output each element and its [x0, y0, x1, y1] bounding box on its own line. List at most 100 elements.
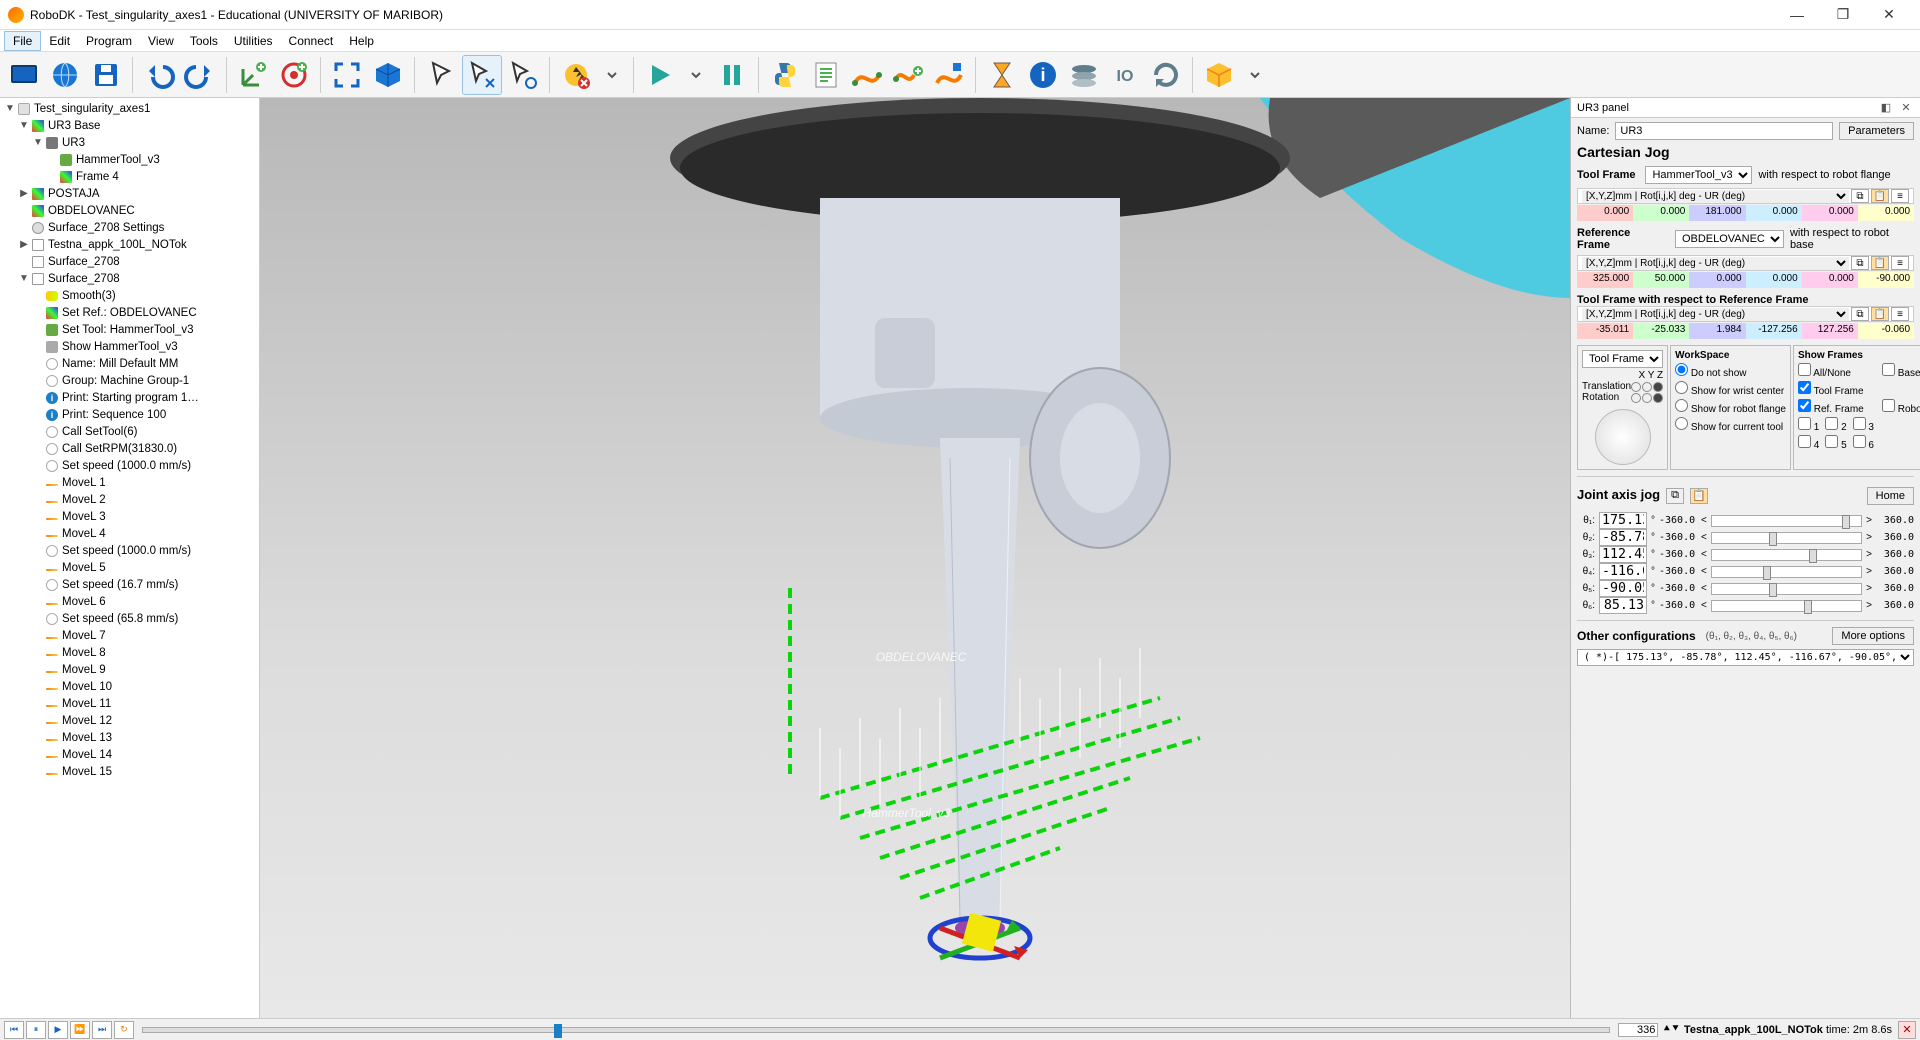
tree-item[interactable]: Smooth(3) [4, 287, 257, 304]
tree-item[interactable]: MoveL 14 [4, 746, 257, 763]
tree-item[interactable]: Frame 4 [4, 168, 257, 185]
joint-row[interactable]: θ₅:°-360.0<>360.0 [1577, 580, 1914, 597]
rotation-radios[interactable] [1631, 393, 1663, 403]
script-icon[interactable] [806, 55, 846, 95]
joint-row[interactable]: θ₁:°-360.0<>360.0 [1577, 512, 1914, 529]
joint-row[interactable]: θ₃:°-360.0<>360.0 [1577, 546, 1914, 563]
paste-icon[interactable]: 📋 [1871, 189, 1889, 203]
dropdown-icon[interactable] [597, 55, 627, 95]
loop-icon[interactable]: ↻ [114, 1021, 134, 1039]
tree-item[interactable]: Set speed (1000.0 mm/s) [4, 457, 257, 474]
menu-utilities[interactable]: Utilities [226, 32, 281, 50]
close-button[interactable]: ✕ [1866, 0, 1912, 30]
menu-program[interactable]: Program [78, 32, 140, 50]
fast-forward-icon[interactable]: ⏩ [70, 1021, 90, 1039]
menu-file[interactable]: File [4, 31, 41, 51]
tree-item[interactable]: ▶POSTAJA [4, 185, 257, 202]
sf-opt[interactable]: All/None [1798, 363, 1874, 381]
tree-item[interactable]: Group: Machine Group-1 [4, 372, 257, 389]
add-frame-icon[interactable] [233, 55, 273, 95]
globe-icon[interactable] [45, 55, 85, 95]
undo-icon[interactable] [139, 55, 179, 95]
paste-icon[interactable]: 📋 [1690, 488, 1708, 504]
stop-x-icon[interactable]: ✕ [1898, 1021, 1916, 1039]
package-dropdown-icon[interactable] [1240, 55, 1270, 95]
hourglass-icon[interactable] [982, 55, 1022, 95]
save-icon[interactable] [86, 55, 126, 95]
pause-small-icon[interactable]: ⏸ [26, 1021, 46, 1039]
ws-opt[interactable]: Do not show [1675, 363, 1786, 381]
path2-icon[interactable] [888, 55, 928, 95]
fit-icon[interactable] [327, 55, 367, 95]
jog-frame-select[interactable]: Tool Frame [1582, 350, 1663, 368]
cursor-icon[interactable] [421, 55, 461, 95]
cursor-rotate-icon[interactable] [503, 55, 543, 95]
add-target-icon[interactable] [274, 55, 314, 95]
tree-item[interactable]: ▼Surface_2708 [4, 270, 257, 287]
translation-radios[interactable] [1631, 382, 1663, 392]
tool-frame-select[interactable]: HammerTool_v3 [1645, 166, 1752, 184]
robot-name-input[interactable] [1615, 122, 1833, 140]
menu-icon[interactable]: ≡ [1891, 256, 1909, 270]
more-options-button[interactable]: More options [1832, 627, 1914, 645]
copy-icon[interactable]: ⧉ [1666, 488, 1684, 504]
ref-frame-select[interactable]: OBDELOVANEC [1675, 230, 1784, 248]
skip-end-icon[interactable]: ⏭ [92, 1021, 112, 1039]
info-icon[interactable]: i [1023, 55, 1063, 95]
tree-item[interactable]: Set Tool: HammerTool_v3 [4, 321, 257, 338]
io-icon[interactable]: IO [1105, 55, 1145, 95]
tree-item[interactable]: Set speed (1000.0 mm/s) [4, 542, 257, 559]
joint-row[interactable]: θ₂:°-360.0<>360.0 [1577, 529, 1914, 546]
maximize-button[interactable]: ❐ [1820, 0, 1866, 30]
redo-icon[interactable] [180, 55, 220, 95]
package-icon[interactable] [1199, 55, 1239, 95]
paste-icon[interactable]: 📋 [1871, 256, 1889, 270]
tree-item[interactable]: MoveL 9 [4, 661, 257, 678]
tree-item[interactable]: OBDELOVANEC [4, 202, 257, 219]
step-input[interactable] [1618, 1023, 1658, 1037]
pause-icon[interactable] [712, 55, 752, 95]
tree-item[interactable]: MoveL 13 [4, 729, 257, 746]
panel-close-icon[interactable]: ✕ [1898, 100, 1914, 116]
coord-format-select[interactable]: [X,Y,Z]mm | Rot[i,j,k] deg - UR (deg) [1582, 190, 1849, 203]
tree-item[interactable]: HammerTool_v3 [4, 151, 257, 168]
tree-item[interactable]: Surface_2708 Settings [4, 219, 257, 236]
skip-start-icon[interactable]: ⏮ [4, 1021, 24, 1039]
tree-item[interactable]: MoveL 8 [4, 644, 257, 661]
tree-item[interactable]: Name: Mill Default MM [4, 355, 257, 372]
3d-viewport[interactable]: OBDELOVANEC HammerTool_v3 [260, 98, 1570, 1018]
tree-item[interactable]: MoveL 6 [4, 593, 257, 610]
play-small-icon[interactable]: ▶ [48, 1021, 68, 1039]
copy-icon[interactable]: ⧉ [1851, 189, 1869, 203]
tree-item[interactable]: MoveL 2 [4, 491, 257, 508]
collision-icon[interactable] [556, 55, 596, 95]
menu-icon[interactable]: ≡ [1891, 189, 1909, 203]
tree-item[interactable]: ▼UR3 Base [4, 117, 257, 134]
tree-item[interactable]: iPrint: Sequence 100 [4, 406, 257, 423]
minimize-button[interactable]: — [1774, 0, 1820, 30]
cube-icon[interactable] [368, 55, 408, 95]
ws-opt[interactable]: Show for robot flange [1675, 399, 1786, 417]
tree-item[interactable]: Set Ref.: OBDELOVANEC [4, 304, 257, 321]
tree-item[interactable]: Call SetRPM(31830.0) [4, 440, 257, 457]
config-select[interactable]: ( *)-[ 175.13°, -85.78°, 112.45°, -116.6… [1577, 649, 1914, 666]
path3-icon[interactable] [929, 55, 969, 95]
sf-opt[interactable]: Tool Frame [1798, 381, 1874, 399]
joint-row[interactable]: θ₆:°-360.0<>360.0 [1577, 597, 1914, 614]
coord-format-select-2[interactable]: [X,Y,Z]mm | Rot[i,j,k] deg - UR (deg) [1582, 257, 1849, 270]
tree-item[interactable]: MoveL 12 [4, 712, 257, 729]
menu-connect[interactable]: Connect [281, 32, 342, 50]
tree-item[interactable]: ▼Test_singularity_axes1 [4, 100, 257, 117]
sf-opt[interactable]: 2 [1825, 417, 1846, 435]
menu-edit[interactable]: Edit [41, 32, 78, 50]
path-icon[interactable] [847, 55, 887, 95]
tree-item[interactable]: ▼UR3 [4, 134, 257, 151]
tree-item[interactable]: Show HammerTool_v3 [4, 338, 257, 355]
menu-help[interactable]: Help [341, 32, 382, 50]
refresh-icon[interactable] [1146, 55, 1186, 95]
tree-item[interactable]: ▶Testna_appk_100L_NOTok [4, 236, 257, 253]
layers-icon[interactable] [1064, 55, 1104, 95]
tree-item[interactable]: MoveL 7 [4, 627, 257, 644]
sf-opt[interactable]: Robot Flange [1882, 399, 1920, 417]
tree-item[interactable]: Call SetTool(6) [4, 423, 257, 440]
